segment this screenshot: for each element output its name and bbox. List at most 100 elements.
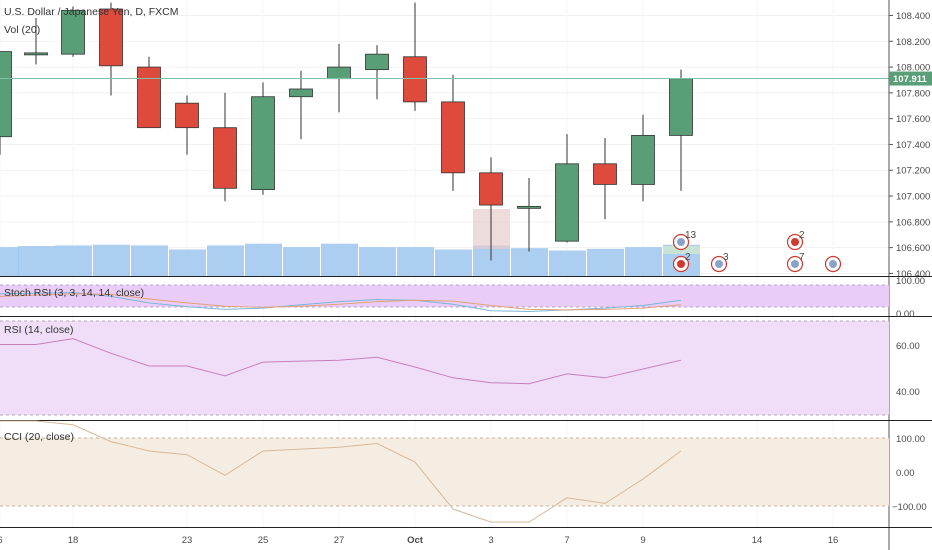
candle[interactable] [137, 56, 161, 129]
price-tick-label: 106.600 [896, 243, 930, 254]
event-markers[interactable]: 13 2 3 2 7 [672, 230, 842, 273]
time-axis-label: 27 [334, 535, 345, 546]
time-axis-label: 7 [564, 535, 569, 546]
volume-bar [549, 250, 586, 276]
candle[interactable] [175, 95, 199, 155]
volume-bar [625, 247, 662, 276]
candle-body [365, 53, 389, 71]
economic-event-icon[interactable]: 2 [672, 252, 692, 273]
candle[interactable] [593, 138, 617, 220]
candle-body [555, 163, 579, 242]
volume-bar [131, 245, 168, 276]
event-count: 13 [685, 230, 697, 241]
rsi-pane[interactable]: RSI (14, close) 60.00 40.00 [0, 320, 920, 416]
candle-body [631, 135, 655, 185]
volume-bar [207, 245, 244, 276]
current-price-value: 107.911 [893, 74, 928, 85]
time-axis[interactable]: 6 18 23 25 27 Oct 3 7 9 14 16 [0, 535, 838, 546]
candles[interactable] [0, 2, 693, 261]
event-flag-icon [791, 238, 799, 246]
stoch-tick-0: 0.00 [896, 309, 915, 320]
candle-body [669, 78, 693, 136]
cci-pane[interactable]: CCI (20, close) 100.00 0.00 −100.00 [0, 420, 927, 523]
candle[interactable] [631, 114, 655, 202]
volume-bar [283, 247, 320, 276]
price-tick-label: 106.400 [896, 269, 930, 280]
volume-bar [511, 248, 548, 276]
candle-body [0, 51, 12, 138]
price-tick-label: 107.800 [896, 88, 930, 99]
candle-body [593, 163, 617, 185]
price-axis[interactable]: 108.400 108.200 108.000 107.800 107.600 107.4… [888, 0, 932, 550]
price-tick-label: 107.400 [896, 140, 930, 151]
stoch-rsi-title: Stoch RSI (3, 3, 14, 14, close) [4, 287, 144, 299]
cci-band [0, 438, 889, 506]
stoch-tick-100: 100.00 [896, 276, 925, 287]
price-tick-label: 107.600 [896, 114, 930, 125]
cci-title: CCI (20, close) [4, 431, 74, 443]
candle[interactable] [213, 92, 237, 202]
event-flag-icon [677, 260, 685, 268]
volume-bar [245, 243, 282, 276]
volume-bar [169, 249, 206, 276]
candle-body [479, 172, 503, 206]
candle[interactable] [365, 45, 389, 100]
volume-bar [321, 243, 358, 276]
cci-tick-0: 0.00 [896, 468, 915, 479]
event-flag-icon [677, 238, 685, 246]
economic-event-icon[interactable]: 3 [710, 252, 730, 273]
economic-event-icon[interactable]: 2 [786, 230, 806, 251]
candle-body [61, 9, 85, 55]
candle[interactable] [61, 6, 85, 57]
symbol-title: U.S. Dollar / Japanese Yen, D, FXCM [4, 6, 179, 18]
economic-event-icon[interactable]: 13 [672, 230, 697, 251]
price-tick-label: 107.000 [896, 192, 930, 203]
time-axis-label: 3 [488, 535, 493, 546]
candle-body [175, 102, 199, 129]
candle[interactable] [517, 177, 541, 252]
event-count: 2 [685, 252, 691, 263]
price-tick-label: 108.200 [896, 37, 930, 48]
candle[interactable] [479, 157, 503, 261]
candle[interactable] [403, 2, 427, 111]
economic-event-icon[interactable] [824, 255, 842, 273]
volume-bar [93, 244, 130, 276]
candle[interactable] [555, 134, 579, 243]
stoch-band [0, 285, 889, 307]
price-tick-label: 106.800 [896, 217, 930, 228]
volume-bar [587, 248, 624, 276]
candle-body [327, 66, 351, 80]
candle[interactable] [289, 70, 313, 140]
time-axis-labels: 6 18 23 25 27 Oct 3 7 9 14 16 [0, 535, 838, 546]
price-tick-label: 108.000 [896, 63, 930, 74]
event-flag-icon [829, 260, 837, 268]
stoch-rsi-pane[interactable]: Stoch RSI (3, 3, 14, 14, close) 100.00 0… [0, 276, 925, 320]
price-axis-bg [889, 0, 932, 550]
volume-bar [18, 246, 55, 276]
candle[interactable] [24, 18, 48, 65]
candle[interactable] [251, 82, 275, 195]
event-flag-icon [791, 260, 799, 268]
candle-body [24, 52, 48, 56]
price-axis-ticks: 108.400 108.200 108.000 107.800 107.600 107.4… [889, 11, 930, 280]
candle[interactable] [99, 2, 123, 96]
volume-bar [359, 247, 396, 276]
time-axis-label: 23 [182, 535, 193, 546]
price-tick-label: 108.400 [896, 11, 930, 22]
cci-line [0, 420, 682, 523]
time-axis-label: 18 [68, 535, 79, 546]
economic-event-icon[interactable]: 7 [786, 252, 806, 273]
cci-tick-minus100: −100.00 [892, 502, 927, 513]
candle[interactable] [0, 51, 12, 155]
current-price-badge: 107.911 [889, 71, 932, 86]
time-axis-label: 6 [0, 535, 3, 546]
volume-label: Vol (20) [4, 24, 40, 36]
candle[interactable] [441, 74, 465, 191]
rsi-title: RSI (14, close) [4, 324, 73, 336]
stoch-d-line [0, 293, 682, 311]
rsi-tick-40: 40.00 [896, 387, 920, 398]
candle[interactable] [669, 69, 693, 191]
volume-bars [0, 209, 700, 276]
